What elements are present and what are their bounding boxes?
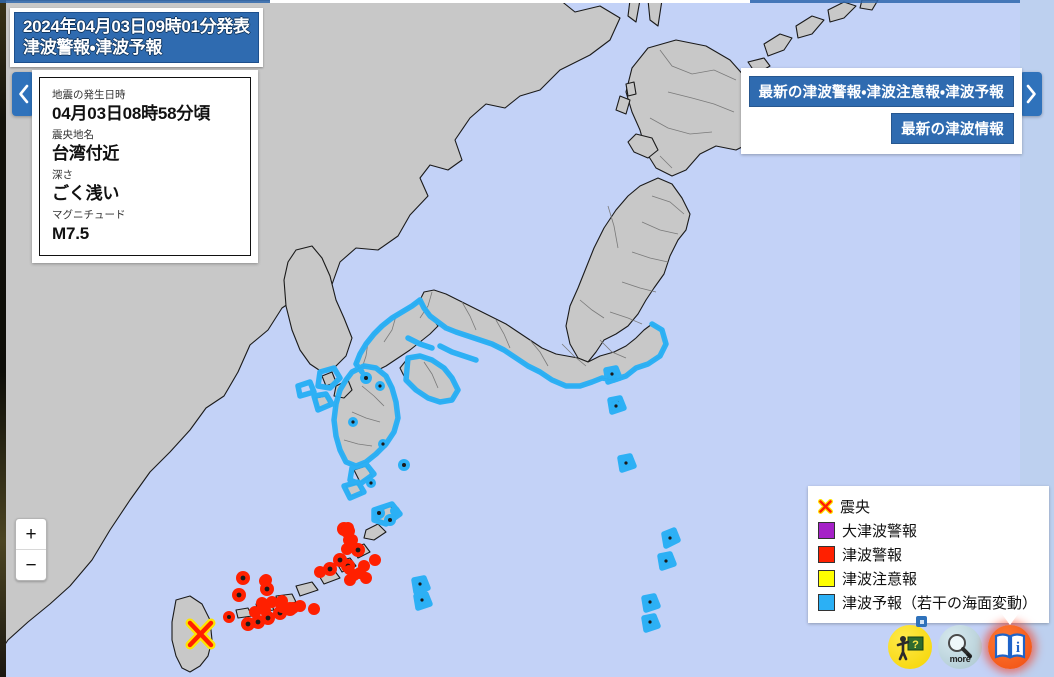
swatch-major-warning xyxy=(818,521,835,539)
latest-warnings-button[interactable]: 最新の津波警報・津波注意報・津波予報 xyxy=(748,76,1014,107)
top-hairline-white xyxy=(270,0,750,3)
help-badge xyxy=(916,616,927,627)
swatch-warning xyxy=(818,545,835,563)
prev-report-button[interactable] xyxy=(12,72,34,116)
quake-time-label: 地震の発生日時 xyxy=(52,89,126,101)
latest-tsunami-info-button[interactable]: 最新の津波情報 xyxy=(891,113,1014,144)
header-issued-time: 2024年04月03日09時01分発表 xyxy=(23,17,250,36)
info-book-button[interactable]: i xyxy=(988,610,1032,669)
map-legend: 震央 大津波警報 津波警報 津波注意報 津波予報（若干の海面変動） xyxy=(808,486,1050,623)
svg-text:?: ? xyxy=(912,639,919,651)
legend-label-epicenter: 震央 xyxy=(840,498,871,516)
help-person-icon: ? xyxy=(896,636,924,661)
pointer-arrow-icon xyxy=(999,610,1021,625)
header-banner-wrapper: 2024年04月03日09時01分発表 津波警報・津波予報 xyxy=(10,8,263,67)
magnifier-icon xyxy=(948,634,972,659)
magnitude-value: M7.5 xyxy=(52,224,89,243)
legend-item-warning: 津波警報 xyxy=(818,542,1037,566)
book-info-icon: i xyxy=(994,633,1026,659)
more-button[interactable]: more xyxy=(938,625,982,669)
help-button[interactable]: ? xyxy=(888,616,932,669)
legend-label-warning: 津波警報 xyxy=(842,546,903,564)
legend-label-forecast: 津波予報（若干の海面変動） xyxy=(842,594,1038,612)
window-edge-strip xyxy=(0,0,6,677)
epicenter-label: 震央地名 xyxy=(52,129,94,141)
depth-value: ごく浅い xyxy=(52,184,120,203)
epicenter-marker xyxy=(185,618,216,650)
more-label: more xyxy=(949,654,971,664)
depth-label: 深さ xyxy=(52,169,73,181)
x-mark-icon xyxy=(818,498,833,514)
quake-time-value: 04月03日08時58分頃 xyxy=(52,104,211,123)
map-tool-buttons: ? more i xyxy=(888,610,1032,669)
page-title: 津波警報・津波予報 xyxy=(23,38,163,57)
legend-item-epicenter: 震央 xyxy=(818,494,1037,518)
chevron-left-icon xyxy=(18,84,28,104)
header-banner: 2024年04月03日09時01分発表 津波警報・津波予報 xyxy=(14,12,259,63)
next-report-button[interactable] xyxy=(1020,72,1042,116)
swatch-advisory xyxy=(818,569,835,587)
zoom-out-button[interactable]: − xyxy=(16,549,46,580)
latest-info-card: 最新の津波警報・津波注意報・津波予報 最新の津波情報 xyxy=(740,68,1022,154)
zoom-in-button[interactable]: + xyxy=(25,523,37,545)
chevron-right-icon xyxy=(1026,84,1036,104)
swatch-forecast xyxy=(818,593,835,611)
legend-item-advisory: 津波注意報 xyxy=(818,566,1037,590)
zoom-control: + − xyxy=(15,518,47,581)
svg-text:i: i xyxy=(1016,640,1020,656)
earthquake-info-panel: 地震の発生日時 04月03日08時58分頃 震央地名 台湾付近 深さ ごく浅い … xyxy=(32,70,258,263)
legend-item-major-warning: 大津波警報 xyxy=(818,518,1037,542)
legend-item-forecast: 津波予報（若干の海面変動） xyxy=(818,590,1037,614)
magnitude-label: マグニチュード xyxy=(52,209,126,221)
legend-label-major-warning: 大津波警報 xyxy=(842,522,918,540)
legend-label-advisory: 津波注意報 xyxy=(842,570,918,588)
epicenter-value: 台湾付近 xyxy=(52,144,120,163)
